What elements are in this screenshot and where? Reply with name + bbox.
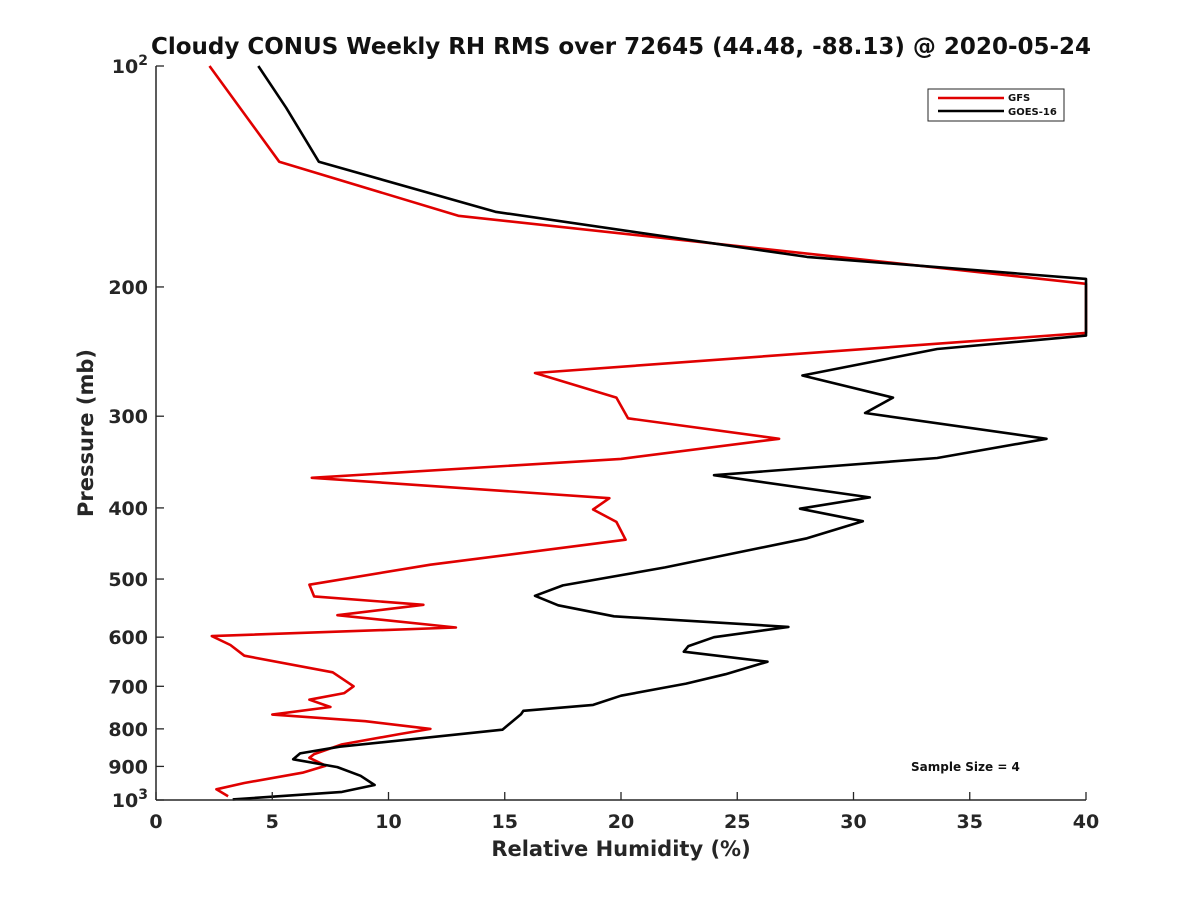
y-tick-label: 900 bbox=[108, 756, 148, 778]
x-tick-label: 35 bbox=[957, 811, 983, 833]
y-tick-label: 400 bbox=[108, 498, 148, 520]
y-tick-label: 300 bbox=[108, 406, 148, 428]
x-tick-label: 20 bbox=[608, 811, 634, 833]
legend-box bbox=[927, 88, 1065, 122]
x-tick-label: 30 bbox=[840, 811, 866, 833]
y-tick-label: 200 bbox=[108, 277, 148, 299]
y-tick-label: 800 bbox=[108, 719, 148, 741]
series-layer bbox=[208, 65, 1088, 801]
y-axis-label: Pressure (mb) bbox=[74, 349, 98, 517]
x-tick-label: 0 bbox=[149, 811, 162, 833]
x-tick-label: 10 bbox=[375, 811, 401, 833]
x-axis-label: Relative Humidity (%) bbox=[491, 837, 750, 861]
x-tick-label: 5 bbox=[266, 811, 279, 833]
y-tick-label: 102 bbox=[112, 53, 148, 78]
chart-title: Cloudy CONUS Weekly RH RMS over 72645 (4… bbox=[151, 34, 1091, 60]
y-tick-label: 700 bbox=[108, 676, 148, 698]
legend-label-goes16: GOES-16 bbox=[1008, 107, 1057, 118]
x-tick-label: 40 bbox=[1073, 811, 1099, 833]
y-tick-label: 500 bbox=[108, 569, 148, 591]
x-tick-label: 25 bbox=[724, 811, 750, 833]
legend: GFS GOES-16 bbox=[927, 88, 1065, 122]
y-tick-label: 600 bbox=[108, 627, 148, 649]
legend-label-gfs: GFS bbox=[1008, 93, 1030, 104]
sample-size-annotation: Sample Size = 4 bbox=[911, 760, 1020, 774]
x-tick-label: 15 bbox=[492, 811, 518, 833]
x-ticks: 0 5 10 15 20 25 30 35 40 bbox=[149, 792, 1099, 833]
series-line-goes16 bbox=[232, 65, 1088, 801]
